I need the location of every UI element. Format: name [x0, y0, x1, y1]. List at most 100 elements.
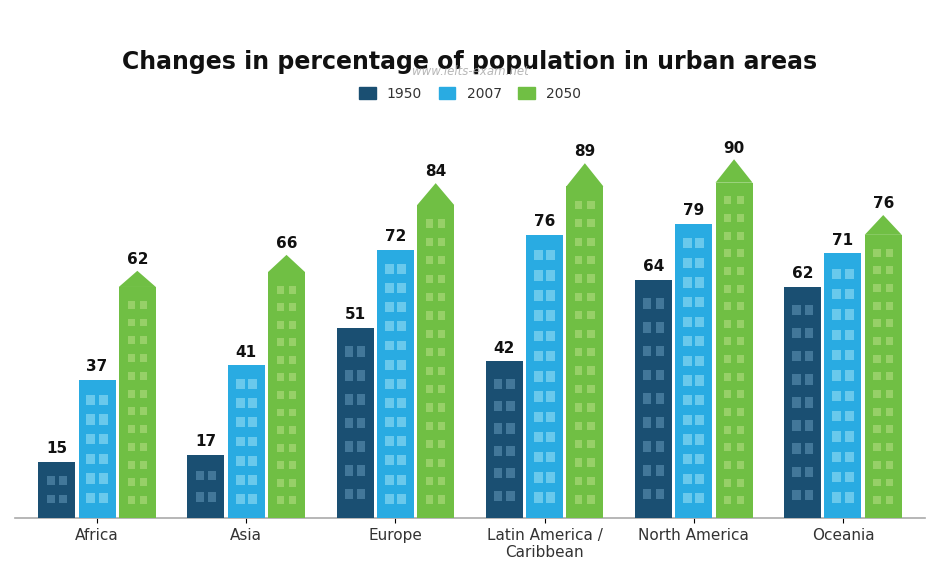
Text: 41: 41 — [236, 344, 257, 359]
Bar — [873, 355, 881, 363]
Bar — [845, 411, 854, 421]
Bar — [575, 366, 582, 375]
Bar — [588, 311, 595, 320]
Bar — [832, 309, 841, 320]
Bar — [128, 336, 134, 344]
Bar — [696, 454, 704, 464]
Bar — [86, 415, 95, 424]
Bar — [268, 272, 306, 518]
Bar — [276, 444, 284, 451]
Bar — [534, 290, 543, 301]
Bar — [575, 348, 582, 356]
Bar — [417, 205, 454, 518]
Polygon shape — [715, 159, 753, 183]
Bar — [792, 305, 801, 315]
Bar — [140, 301, 147, 309]
Bar — [384, 455, 394, 465]
Bar — [588, 256, 595, 264]
Bar — [845, 472, 854, 482]
Bar — [236, 455, 244, 466]
Bar — [357, 489, 366, 500]
Bar — [725, 443, 731, 451]
Bar — [683, 317, 692, 327]
Bar — [873, 461, 881, 469]
Bar — [384, 379, 394, 389]
Bar — [725, 496, 731, 504]
Bar — [656, 393, 664, 404]
Bar — [792, 374, 801, 385]
Bar — [725, 320, 731, 328]
Text: 15: 15 — [46, 442, 68, 457]
Bar — [683, 454, 692, 464]
Bar — [588, 477, 595, 485]
Bar — [426, 256, 433, 264]
Bar — [715, 183, 753, 518]
Bar — [426, 366, 433, 375]
Bar — [397, 494, 406, 504]
Bar — [534, 310, 543, 321]
Bar — [643, 393, 651, 404]
Bar — [643, 370, 651, 380]
Bar — [696, 238, 704, 248]
Bar — [507, 490, 514, 501]
Bar — [357, 370, 366, 381]
Bar — [534, 412, 543, 422]
Bar — [486, 362, 523, 518]
Bar — [507, 379, 514, 389]
Bar — [140, 461, 147, 469]
Bar — [696, 277, 704, 288]
Bar — [276, 286, 284, 294]
Bar — [276, 321, 284, 329]
Bar — [377, 250, 414, 518]
Bar — [885, 408, 893, 416]
Bar — [384, 398, 394, 408]
Bar — [873, 302, 881, 309]
Bar — [575, 311, 582, 320]
Polygon shape — [118, 271, 156, 287]
Bar — [656, 370, 664, 380]
Bar — [696, 493, 704, 503]
Bar — [397, 398, 406, 408]
Bar — [575, 201, 582, 209]
Bar — [384, 302, 394, 312]
Bar — [397, 340, 406, 351]
Bar — [588, 385, 595, 393]
Bar — [345, 370, 352, 381]
Bar — [397, 436, 406, 446]
Bar — [725, 426, 731, 434]
Bar — [384, 283, 394, 293]
Bar — [438, 237, 446, 246]
Bar — [805, 420, 813, 431]
Bar — [128, 478, 134, 486]
Bar — [357, 417, 366, 428]
Bar — [426, 274, 433, 283]
Bar — [696, 415, 704, 425]
Bar — [187, 455, 225, 518]
Bar — [588, 237, 595, 246]
Bar — [276, 461, 284, 469]
Bar — [99, 493, 108, 503]
Bar — [128, 389, 134, 397]
Bar — [805, 328, 813, 338]
Bar — [675, 224, 713, 518]
Bar — [643, 322, 651, 332]
Bar — [885, 284, 893, 292]
Bar — [873, 408, 881, 416]
Bar — [140, 319, 147, 327]
Bar — [118, 287, 156, 518]
Bar — [59, 495, 67, 504]
Bar — [845, 309, 854, 320]
Bar — [885, 373, 893, 380]
Text: 51: 51 — [345, 308, 366, 323]
Bar — [737, 373, 744, 381]
Bar — [99, 454, 108, 464]
Text: 76: 76 — [872, 196, 894, 211]
Bar — [546, 472, 556, 482]
Bar — [236, 475, 244, 485]
Bar — [634, 279, 672, 518]
Bar — [737, 390, 744, 398]
Bar — [507, 468, 514, 478]
Bar — [588, 219, 595, 227]
Bar — [885, 426, 893, 434]
Bar — [208, 492, 216, 501]
